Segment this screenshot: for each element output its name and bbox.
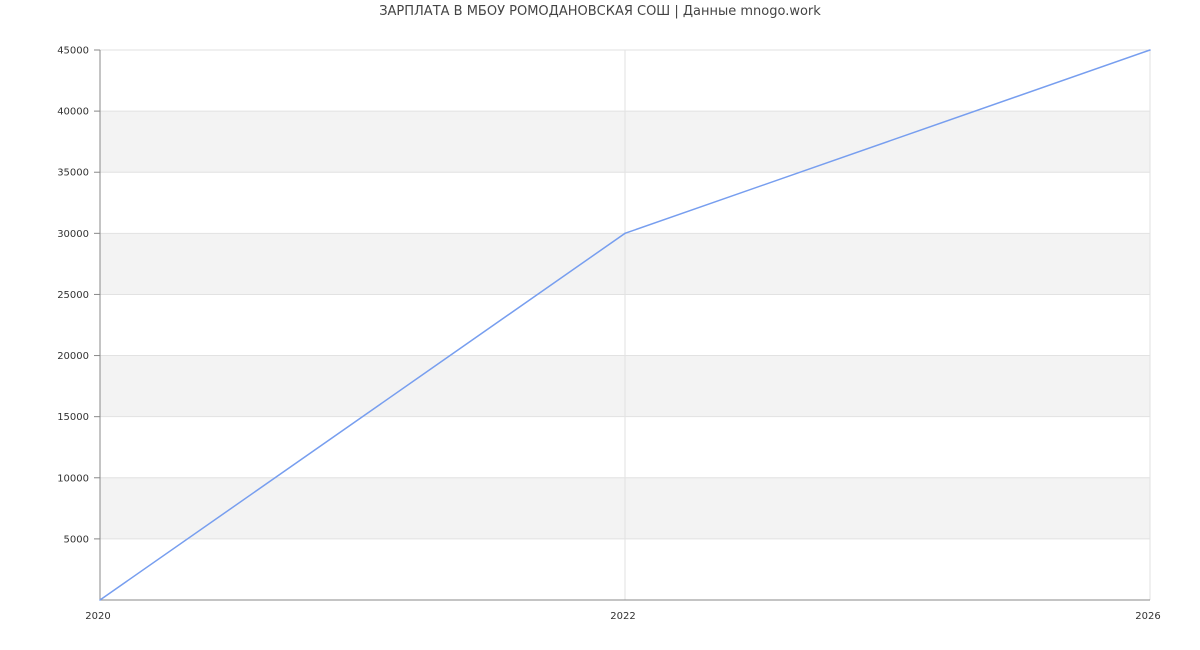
data-point [1149,49,1151,51]
x-tick-label: 2020 [85,611,110,622]
y-tick-label: 25000 [57,290,89,301]
y-tick-label: 45000 [57,46,89,57]
y-tick-label: 35000 [57,168,89,179]
y-tick-label: 15000 [57,412,89,423]
data-point [624,232,626,235]
y-tick-label: 20000 [57,351,89,362]
data-point [99,599,101,601]
x-tick-label: 2026 [1135,611,1160,622]
y-tick-label: 5000 [64,534,89,545]
chart-title: ЗАРПЛАТА В МБОУ РОМОДАНОВСКАЯ СОШ | Данн… [379,4,821,19]
y-tick-label: 30000 [57,229,89,240]
y-tick-label: 40000 [57,107,89,118]
y-tick-label: 10000 [57,473,89,484]
x-tick-label: 2022 [610,611,635,622]
